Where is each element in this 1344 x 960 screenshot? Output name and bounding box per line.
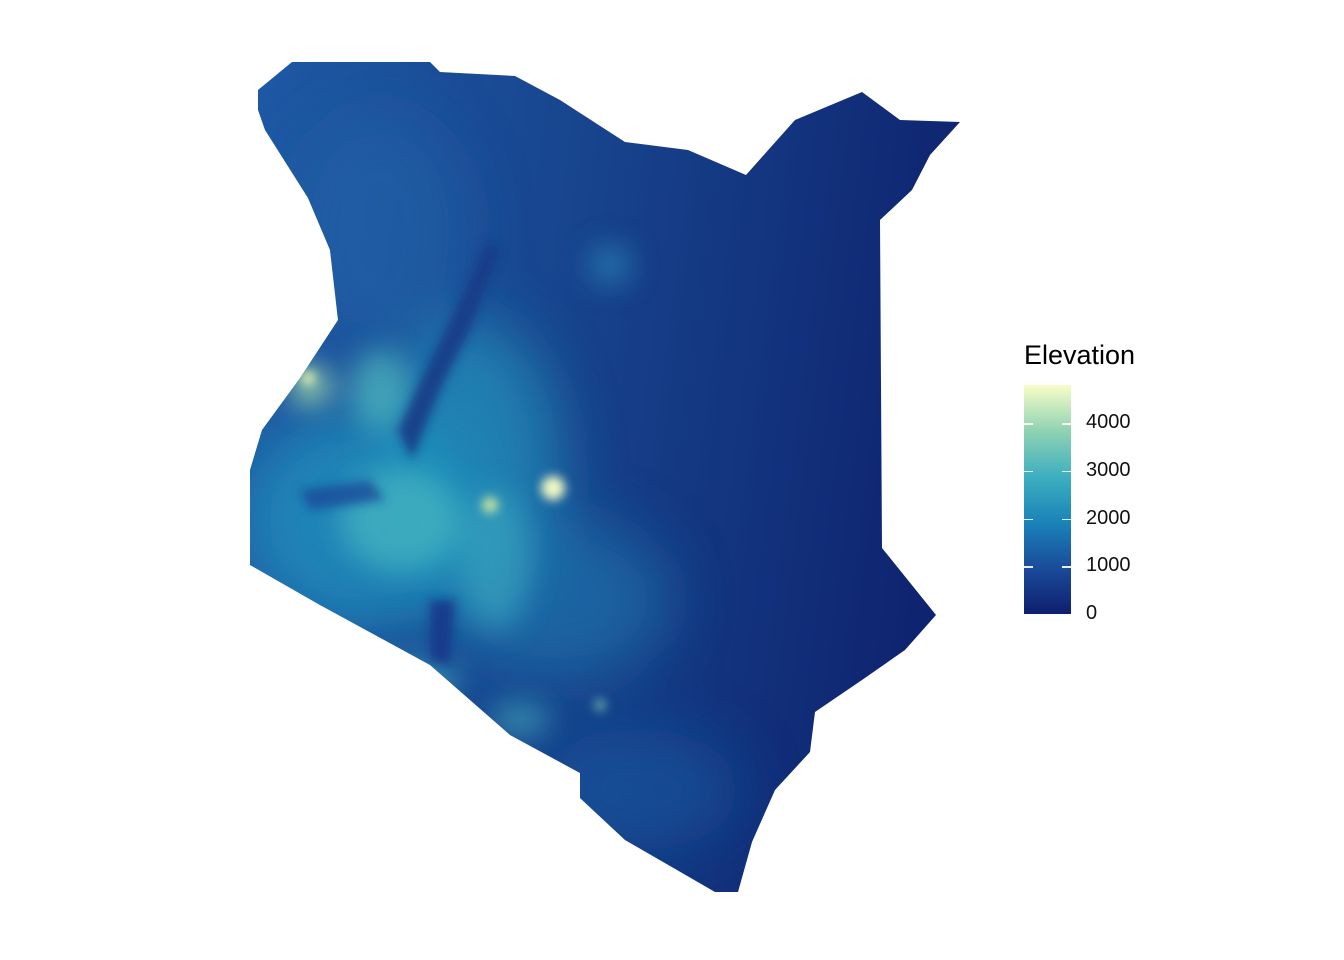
- legend-tick-mark: [1062, 566, 1071, 568]
- legend-title: Elevation: [1024, 340, 1136, 370]
- legend-tick-mark: [1062, 614, 1071, 616]
- legend-tick-label: 4000: [1086, 411, 1131, 434]
- legend-tick-mark: [1062, 470, 1071, 473]
- legend-tick-mark: [1024, 566, 1033, 568]
- elevation-raster: [250, 62, 960, 892]
- legend-tick-label: 0: [1086, 602, 1098, 624]
- legend-tick-label: 3000: [1086, 458, 1131, 481]
- legend-tick-mark: [1024, 614, 1033, 616]
- legend-color-bar: [1024, 385, 1071, 614]
- legend-tick-mark: [1024, 423, 1033, 425]
- legend-tick-label: 2000: [1086, 506, 1131, 529]
- legend-tick-label: 1000: [1086, 554, 1131, 577]
- legend-tick-mark: [1062, 518, 1071, 521]
- legend-tick-mark: [1024, 470, 1033, 473]
- legend-tick-mark: [1024, 518, 1033, 521]
- legend-tick-mark: [1062, 423, 1071, 425]
